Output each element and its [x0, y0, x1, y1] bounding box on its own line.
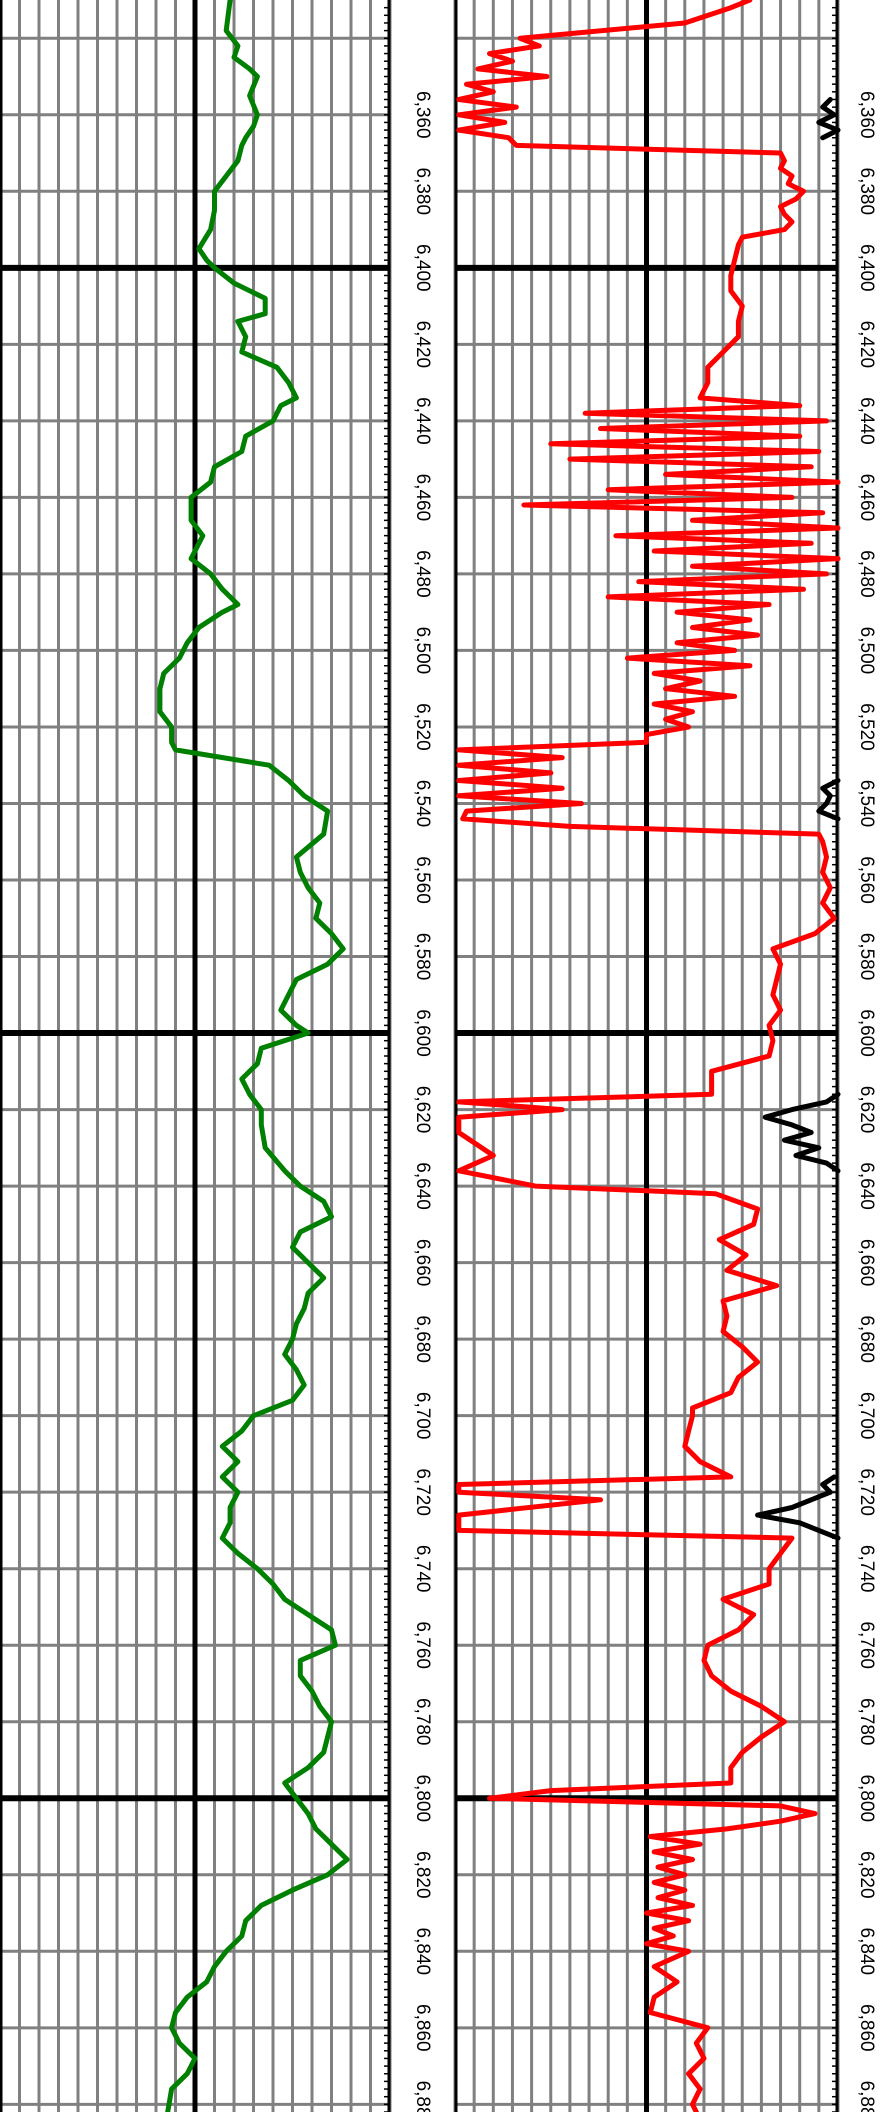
depth-labels-column-2: 6,360 6,380 6,400 6,420 6,440 6,460 6,480 6,500… — [856, 91, 877, 2112]
depth-label: 6,780 — [412, 1698, 433, 1746]
depth-label: 6,520 — [856, 703, 877, 751]
track-2-series-1-curve — [456, 0, 841, 2112]
depth-label: 6,560 — [856, 856, 877, 904]
depth-label: 6,880 — [412, 2081, 433, 2112]
depth-label: 6,680 — [412, 1315, 433, 1363]
track-2-grid — [453, 0, 840, 2112]
depth-label: 6,420 — [412, 321, 433, 369]
depth-label: 6,580 — [856, 933, 877, 981]
track-1-series-1-curve — [157, 0, 350, 2112]
depth-label: 6,440 — [412, 397, 433, 445]
depth-label: 6,400 — [856, 244, 877, 292]
track-2-series-2-curve — [816, 778, 841, 822]
depth-label: 6,520 — [412, 703, 433, 751]
depth-label: 6,460 — [856, 474, 877, 522]
depth-label: 6,560 — [412, 856, 433, 904]
depth-label: 6,480 — [856, 550, 877, 598]
depth-label: 6,640 — [856, 1162, 877, 1210]
depth-label: 6,740 — [412, 1545, 433, 1593]
track-2-series-2-curve — [816, 97, 841, 141]
depth-label: 6,700 — [856, 1392, 877, 1440]
depth-label: 6,820 — [856, 1851, 877, 1899]
depth-label: 6,860 — [412, 2004, 433, 2052]
depth-label: 6,880 — [856, 2081, 877, 2112]
depth-label: 6,500 — [412, 627, 433, 675]
depth-label: 6,620 — [412, 1086, 433, 1134]
depth-label: 6,420 — [856, 321, 877, 369]
depth-label: 6,380 — [856, 168, 877, 216]
depth-label: 6,500 — [856, 627, 877, 675]
depth-label: 6,620 — [856, 1086, 877, 1134]
depth-label: 6,380 — [412, 168, 433, 216]
depth-label: 6,400 — [412, 244, 433, 292]
depth-label: 6,840 — [412, 1928, 433, 1976]
depth-label: 6,860 — [856, 2004, 877, 2052]
depth-label: 6,800 — [856, 1774, 877, 1822]
depth-label: 6,820 — [412, 1851, 433, 1899]
depth-label: 6,440 — [856, 397, 877, 445]
depth-labels-column-1: 6,360 6,380 6,400 6,420 6,440 6,460 6,480 6,500… — [412, 91, 433, 2112]
depth-label: 6,640 — [412, 1162, 433, 1210]
depth-label: 6,580 — [412, 933, 433, 981]
depth-label: 6,660 — [856, 1239, 877, 1287]
depth-label: 6,480 — [412, 550, 433, 598]
depth-label: 6,680 — [856, 1315, 877, 1363]
depth-label: 6,600 — [412, 1009, 433, 1057]
depth-label: 6,840 — [856, 1928, 877, 1976]
depth-label: 6,540 — [412, 780, 433, 828]
depth-label: 6,740 — [856, 1545, 877, 1593]
depth-label: 6,780 — [856, 1698, 877, 1746]
depth-label: 6,760 — [412, 1621, 433, 1669]
depth-label: 6,700 — [412, 1392, 433, 1440]
depth-label: 6,540 — [856, 780, 877, 828]
depth-label: 6,360 — [856, 91, 877, 139]
track-2-series-2-curve — [755, 1474, 841, 1541]
depth-label: 6,460 — [412, 474, 433, 522]
depth-label: 6,760 — [856, 1621, 877, 1669]
depth-label: 6,660 — [412, 1239, 433, 1287]
track-2-series-2-curve — [762, 1091, 841, 1174]
depth-label: 6,720 — [412, 1468, 433, 1516]
depth-label: 6,360 — [412, 91, 433, 139]
track-1-grid — [0, 0, 392, 2112]
depth-label: 6,800 — [412, 1774, 433, 1822]
depth-label: 6,600 — [856, 1009, 877, 1057]
depth-label: 6,720 — [856, 1468, 877, 1516]
